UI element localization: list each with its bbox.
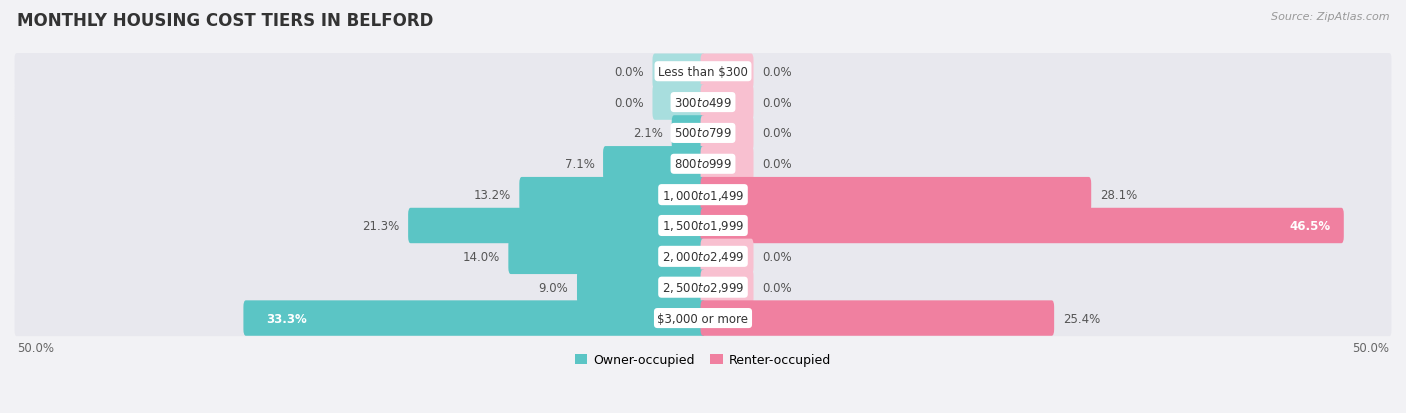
Text: $800 to $999: $800 to $999 — [673, 158, 733, 171]
Text: 33.3%: 33.3% — [267, 312, 308, 325]
FancyBboxPatch shape — [519, 178, 706, 213]
FancyBboxPatch shape — [14, 239, 1392, 275]
FancyBboxPatch shape — [700, 208, 1344, 244]
Text: 0.0%: 0.0% — [614, 96, 644, 109]
FancyBboxPatch shape — [652, 85, 706, 121]
FancyBboxPatch shape — [700, 55, 754, 90]
FancyBboxPatch shape — [14, 116, 1392, 152]
Text: 28.1%: 28.1% — [1099, 189, 1137, 202]
FancyBboxPatch shape — [14, 54, 1392, 90]
Text: 46.5%: 46.5% — [1289, 219, 1330, 233]
Text: 14.0%: 14.0% — [463, 250, 501, 263]
FancyBboxPatch shape — [700, 239, 754, 274]
FancyBboxPatch shape — [14, 146, 1392, 183]
Text: $2,000 to $2,499: $2,000 to $2,499 — [662, 250, 744, 264]
Text: 0.0%: 0.0% — [614, 66, 644, 78]
Text: 0.0%: 0.0% — [762, 66, 792, 78]
Text: MONTHLY HOUSING COST TIERS IN BELFORD: MONTHLY HOUSING COST TIERS IN BELFORD — [17, 12, 433, 30]
FancyBboxPatch shape — [14, 85, 1392, 121]
FancyBboxPatch shape — [509, 239, 706, 274]
Text: 0.0%: 0.0% — [762, 96, 792, 109]
Text: 50.0%: 50.0% — [17, 341, 53, 354]
Text: 9.0%: 9.0% — [538, 281, 568, 294]
Text: 0.0%: 0.0% — [762, 158, 792, 171]
Text: 7.1%: 7.1% — [565, 158, 595, 171]
FancyBboxPatch shape — [652, 55, 706, 90]
FancyBboxPatch shape — [14, 300, 1392, 336]
FancyBboxPatch shape — [243, 301, 706, 336]
Text: Less than $300: Less than $300 — [658, 66, 748, 78]
Text: $500 to $799: $500 to $799 — [673, 127, 733, 140]
Text: Source: ZipAtlas.com: Source: ZipAtlas.com — [1271, 12, 1389, 22]
Text: 13.2%: 13.2% — [474, 189, 510, 202]
Text: $1,500 to $1,999: $1,500 to $1,999 — [662, 219, 744, 233]
FancyBboxPatch shape — [14, 269, 1392, 306]
Text: $3,000 or more: $3,000 or more — [658, 312, 748, 325]
Text: $300 to $499: $300 to $499 — [673, 96, 733, 109]
FancyBboxPatch shape — [672, 116, 706, 151]
Text: $2,500 to $2,999: $2,500 to $2,999 — [662, 280, 744, 294]
Text: 2.1%: 2.1% — [633, 127, 664, 140]
Text: 0.0%: 0.0% — [762, 281, 792, 294]
Text: 0.0%: 0.0% — [762, 127, 792, 140]
FancyBboxPatch shape — [700, 178, 1091, 213]
FancyBboxPatch shape — [14, 177, 1392, 213]
FancyBboxPatch shape — [700, 270, 754, 305]
Text: 21.3%: 21.3% — [363, 219, 399, 233]
FancyBboxPatch shape — [700, 301, 1054, 336]
FancyBboxPatch shape — [14, 208, 1392, 244]
Text: 25.4%: 25.4% — [1063, 312, 1099, 325]
FancyBboxPatch shape — [700, 85, 754, 121]
Text: 0.0%: 0.0% — [762, 250, 792, 263]
FancyBboxPatch shape — [576, 270, 706, 305]
Text: $1,000 to $1,499: $1,000 to $1,499 — [662, 188, 744, 202]
FancyBboxPatch shape — [700, 116, 754, 151]
Text: 50.0%: 50.0% — [1353, 341, 1389, 354]
FancyBboxPatch shape — [700, 147, 754, 182]
FancyBboxPatch shape — [408, 208, 706, 244]
Legend: Owner-occupied, Renter-occupied: Owner-occupied, Renter-occupied — [569, 349, 837, 372]
FancyBboxPatch shape — [603, 147, 706, 182]
